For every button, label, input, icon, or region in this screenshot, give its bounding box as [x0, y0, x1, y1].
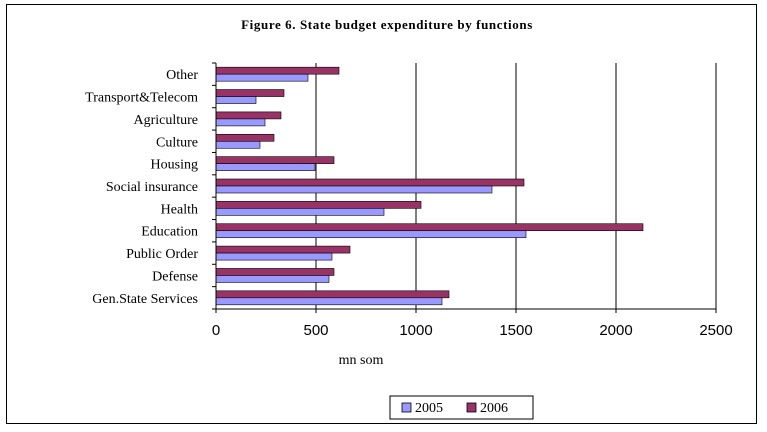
x-tick-label: 1500 [499, 322, 532, 339]
bar-2005 [215, 297, 443, 306]
tick-labels: 0 500 1000 1500 2000 2500 [212, 322, 733, 339]
bar-2005 [215, 275, 330, 283]
bar-2006 [215, 245, 351, 254]
x-tick-label: 0 [212, 322, 220, 339]
bar-2005 [215, 140, 261, 149]
bar-2006 [215, 133, 275, 142]
legend-box [389, 395, 534, 420]
bar-2006 [215, 66, 340, 75]
bar-2005 [215, 96, 257, 104]
bar-2006 [215, 201, 422, 209]
category-label: Housing [151, 158, 198, 173]
category-label: Education [141, 225, 198, 240]
category-label: Culture [156, 135, 198, 150]
bar-2006 [215, 89, 285, 97]
bar-2005 [215, 73, 309, 82]
axes [212, 62, 717, 313]
category-label: Gen.State Services [92, 292, 198, 307]
chart-frame: Figure 6. State budget expenditure by fu… [6, 4, 757, 424]
legend-swatch-2006 [466, 402, 477, 413]
bar-chart: Figure 6. State budget expenditure by fu… [85, 17, 733, 420]
category-label: Social insurance [106, 180, 198, 195]
bar-2006 [215, 268, 335, 276]
bar-2006 [215, 290, 450, 299]
bar-2005 [215, 230, 527, 239]
legend-label: 2006 [480, 401, 508, 416]
x-tick-label: 2500 [699, 322, 732, 339]
chart-title: Figure 6. State budget expenditure by fu… [241, 17, 533, 32]
category-label: Public Order [126, 247, 198, 262]
bar-2006 [215, 178, 525, 187]
legend: 2005 2006 [389, 395, 534, 420]
x-axis-title: mn som [339, 353, 384, 368]
category-label: Agriculture [133, 113, 198, 128]
category-label: Health [161, 202, 198, 217]
category-label: Defense [152, 269, 198, 284]
bar-2005 [215, 163, 316, 171]
legend-label: 2005 [415, 401, 443, 416]
bar-2005 [215, 185, 493, 194]
x-tick-label: 2000 [599, 322, 632, 339]
bars [215, 66, 644, 306]
bar-2005 [215, 252, 333, 261]
legend-swatch-2005 [401, 402, 412, 413]
bar-2005 [215, 118, 266, 127]
category-label: Transport&Telecom [85, 91, 198, 106]
category-label: Other [166, 68, 198, 83]
x-tick-label: 1000 [399, 322, 432, 339]
bar-2006 [215, 156, 335, 164]
bar-2006 [215, 111, 282, 120]
bar-2005 [215, 208, 385, 216]
category-labels: Gen.State Services Defense Public Order Edu… [85, 68, 198, 307]
x-tick-label: 500 [303, 322, 328, 339]
bar-2006 [215, 223, 644, 232]
